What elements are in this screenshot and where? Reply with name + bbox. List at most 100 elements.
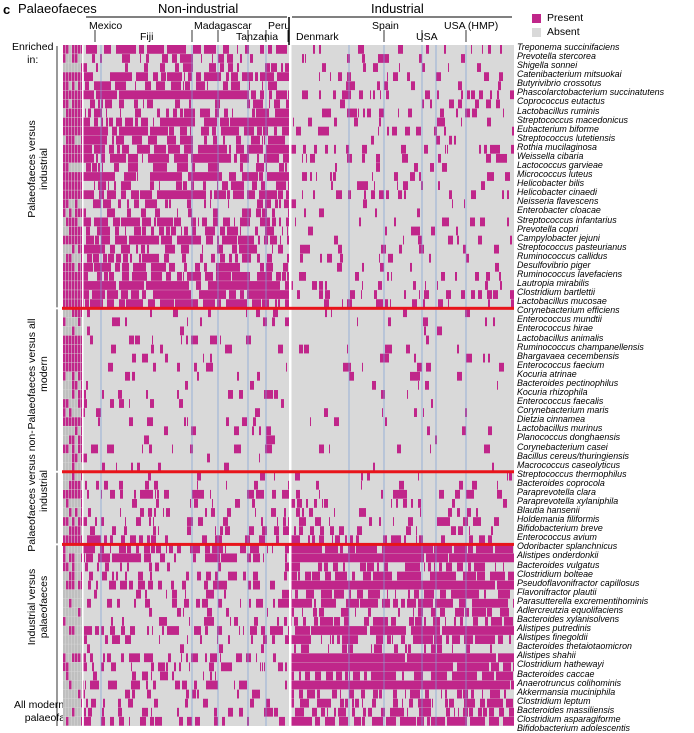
heatmap-cell [178,72,181,82]
heatmap-cell [244,217,245,227]
heatmap-cell [78,417,81,426]
heatmap-cell [112,580,116,590]
species-label: Neisseria flavescens [517,196,599,207]
heatmap-cell [102,163,103,172]
heatmap-cell [241,235,245,245]
heatmap-cell [389,671,394,681]
heatmap-cell [78,153,81,163]
heatmap-cell [330,544,332,554]
heatmap-cell [129,653,134,663]
heatmap-cell [436,626,440,635]
heatmap-cell [102,235,103,245]
heatmap-cell [270,626,275,635]
heatmap-cell [84,707,86,717]
heatmap-cell [273,308,278,318]
heatmap-cell [387,580,391,590]
heatmap-cell [263,272,268,281]
heatmap-cell [272,635,275,644]
heatmap-cell [287,72,289,82]
heatmap-cell [381,707,385,717]
heatmap-cell [426,335,429,345]
heatmap-cell [72,199,75,209]
heatmap-cell [161,580,162,590]
heatmap-cell [113,244,115,254]
species-label: Lactococcus garvieae [517,160,603,171]
heatmap-cell [250,698,254,708]
heatmap-cell [393,598,395,608]
heatmap-cell [124,45,125,54]
heatmap-cell [457,508,460,517]
heatmap-cell [410,172,414,181]
heatmap-cell [102,135,103,145]
heatmap-cell [303,716,305,726]
heatmap-cell [454,653,457,663]
heatmap-cell [125,635,127,644]
heatmap-cell [69,544,72,554]
heatmap-cell [480,698,482,708]
heatmap-cell [303,635,308,644]
heatmap-cell [66,353,69,363]
heatmap-cell [72,244,75,254]
heatmap-cell [315,662,317,672]
heatmap-cell [506,698,507,708]
heatmap-cell [260,144,263,154]
heatmap-cell [511,144,514,154]
heatmap-cell [72,526,75,535]
heatmap-cell [66,435,69,445]
heatmap-cell [298,662,299,672]
heatmap-cell [388,553,390,563]
heatmap-cell [234,126,239,136]
heatmap-cell [278,662,283,672]
heatmap-cell [384,626,386,635]
heatmap-cell [441,535,445,545]
heatmap-cell [115,226,119,236]
heatmap-cell [210,199,211,209]
heatmap-cell [366,571,371,581]
heatmap-cell [188,63,193,72]
heatmap-cell [104,244,105,254]
heatmap-cell [138,126,140,136]
heatmap-cell [124,544,126,554]
heatmap-cell [143,353,148,363]
heatmap-cell [373,626,376,635]
heatmap-cell [303,662,304,672]
heatmap-cell [424,589,426,599]
heatmap-cell [180,135,183,145]
heatmap-cell [490,144,495,154]
heatmap-cell [220,172,222,181]
heatmap-cell [235,499,240,508]
heatmap-cell [477,598,482,608]
heatmap-cell [426,553,431,563]
heatmap-cell [176,45,178,54]
heatmap-cell [494,553,496,563]
heatmap-cell [287,226,288,236]
heatmap-cell [346,81,350,91]
heatmap-cell [135,135,138,145]
heatmap-cell [372,626,373,635]
heatmap-cell [271,63,274,72]
heatmap-cell [497,480,498,490]
heatmap-cell [101,153,105,163]
heatmap-cell [148,508,152,517]
heatmap-cell [423,598,426,608]
heatmap-cell [382,617,385,626]
heatmap-cell [385,598,386,608]
heatmap-cell [364,571,365,581]
heatmap-cell [408,517,413,526]
heatmap-cell [295,589,298,599]
heatmap-cell [193,45,194,54]
heatmap-cell [66,126,69,136]
heatmap-cell [472,653,475,663]
heatmap-cell [302,508,304,517]
heatmap-cell [291,716,296,726]
heatmap-cell [476,544,480,554]
heatmap-cell [92,262,93,272]
heatmap-cell [233,126,234,136]
heatmap-cell [490,571,495,581]
heatmap-cell [360,553,361,563]
heatmap-cell [121,290,123,299]
heatmap-cell [309,508,313,517]
heatmap-cell [475,272,479,281]
heatmap-cell [499,671,504,681]
heatmap-cell [413,635,418,644]
